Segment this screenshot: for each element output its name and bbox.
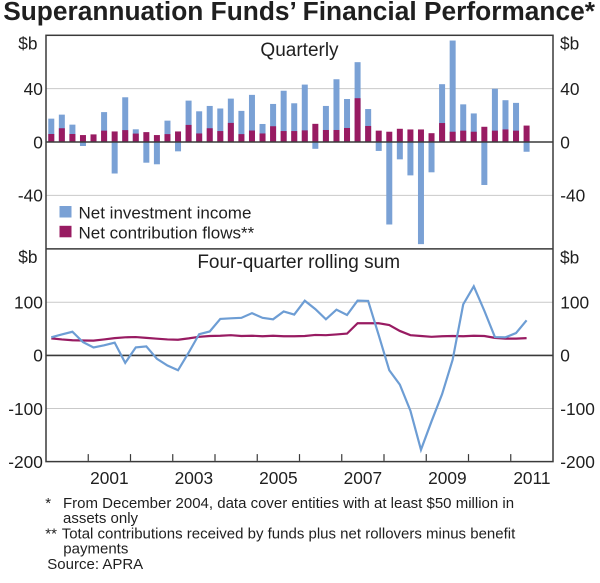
svg-text:-40: -40 (18, 186, 43, 206)
svg-text:Quarterly: Quarterly (260, 40, 339, 61)
svg-text:Total contributions received b: Total contributions received by funds pl… (62, 525, 516, 542)
svg-text:$b: $b (560, 33, 579, 53)
svg-text:$b: $b (18, 33, 37, 53)
svg-text:*: * (45, 495, 51, 512)
svg-text:-100: -100 (8, 399, 43, 419)
svg-text:-200: -200 (8, 452, 43, 472)
svg-text:0: 0 (33, 132, 43, 152)
svg-text:0: 0 (560, 346, 570, 366)
svg-text:Four-quarter rolling sum: Four-quarter rolling sum (197, 252, 400, 273)
svg-text:0: 0 (33, 346, 43, 366)
svg-text:Net contribution flows**: Net contribution flows** (79, 223, 255, 242)
svg-text:-100: -100 (560, 399, 595, 419)
svg-text:2007: 2007 (344, 468, 382, 488)
svg-text:2005: 2005 (259, 468, 297, 488)
svg-text:100: 100 (14, 293, 43, 313)
svg-text:2009: 2009 (428, 468, 466, 488)
svg-text:0: 0 (560, 132, 570, 152)
svg-text:Superannuation Funds’ Financia: Superannuation Funds’ Financial Performa… (3, 0, 596, 26)
svg-text:From December 2004, data cover: From December 2004, data cover entities … (63, 495, 514, 512)
svg-text:$b: $b (560, 248, 579, 268)
svg-text:payments: payments (63, 541, 128, 558)
svg-text:$b: $b (18, 247, 37, 267)
svg-text:Net investment income: Net investment income (79, 204, 252, 223)
svg-text:2001: 2001 (90, 468, 128, 488)
svg-text:Source: APRA: Source: APRA (47, 556, 143, 573)
svg-text:2003: 2003 (175, 468, 213, 488)
svg-text:**: ** (45, 525, 57, 542)
svg-text:100: 100 (560, 293, 589, 313)
svg-text:-200: -200 (560, 452, 595, 472)
svg-text:40: 40 (24, 79, 43, 99)
svg-text:2011: 2011 (513, 468, 550, 488)
svg-text:40: 40 (560, 79, 579, 99)
svg-text:assets only: assets only (63, 510, 139, 527)
svg-text:-40: -40 (560, 186, 585, 206)
